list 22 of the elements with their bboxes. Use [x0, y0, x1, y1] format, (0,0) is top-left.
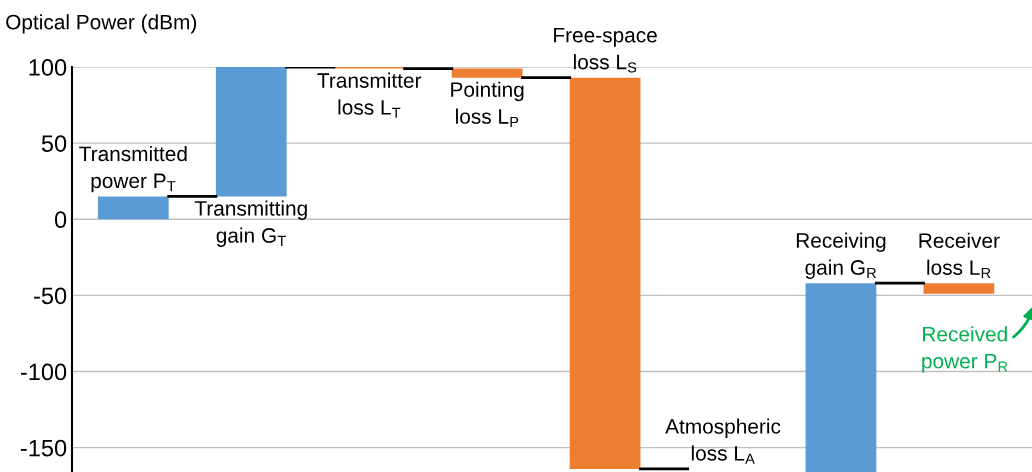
y-tick-label: -100	[20, 363, 67, 381]
bar	[215, 67, 287, 197]
x-tick-label: Pointing loss L$_{P}$	[451, 81, 524, 127]
y-axis-title: Optical Power (dBm)	[6, 14, 197, 34]
y-tick-label: -150	[20, 439, 67, 457]
y-tick-label: -50	[34, 287, 67, 305]
x-tick-label: Receiver loss L$_{R}$	[919, 232, 1000, 279]
bar	[923, 283, 995, 294]
annotation: Received power P$_{R}$	[922, 326, 1008, 373]
x-tick-label: Transmitting gain G$_{T}$	[194, 200, 307, 247]
x-tick-label: Free-space loss L$_{S}$	[554, 27, 657, 73]
y-tick-label: 50	[41, 135, 67, 152]
x-tick-label: Transmitter loss L$_{T}$	[317, 72, 422, 118]
bar	[569, 77, 641, 469]
x-tick-label: Atmospheric loss L$_{A}$	[665, 418, 781, 464]
x-tick-label: Receiving gain G$_{R}$	[796, 232, 886, 279]
y-tick-label: 100	[29, 59, 67, 76]
bar	[805, 283, 877, 472]
x-tick-label: Transmitted power P$_{T}$	[79, 145, 187, 193]
y-tick-label: 0	[54, 211, 67, 229]
bar	[97, 196, 169, 220]
bar	[451, 68, 523, 78]
